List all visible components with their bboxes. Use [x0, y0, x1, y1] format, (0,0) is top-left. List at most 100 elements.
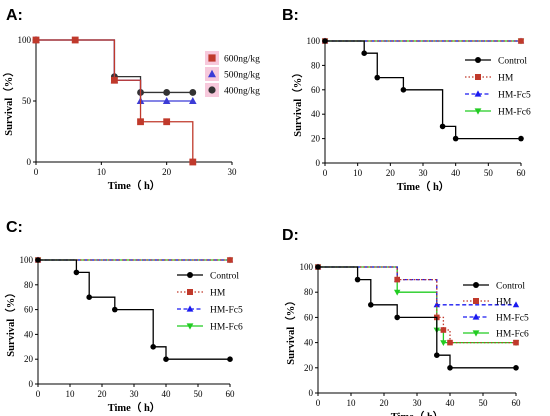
x-tick-label: 50: [479, 398, 489, 408]
y-tick-label: 0: [29, 379, 34, 389]
x-tick-label: 60: [517, 168, 527, 178]
legend-item: HM-Fc6: [463, 330, 529, 340]
x-tick-label: 40: [162, 389, 172, 399]
series-line: [325, 40, 521, 140]
data-point: [71, 36, 79, 44]
data-point: [315, 264, 321, 270]
legend-label: HM-Fc6: [498, 108, 531, 118]
legend-marker: [472, 330, 480, 337]
y-tick-label: 0: [316, 158, 321, 168]
legend: Control HM HM-Fc5 HM-Fc6: [177, 272, 243, 333]
x-tick-label: 60: [226, 389, 236, 399]
panel-label: D:: [282, 227, 299, 244]
x-tick-label: 20: [162, 167, 172, 177]
legend-item: HM-Fc5: [463, 313, 529, 324]
x-tick-label: 30: [419, 168, 429, 178]
legend-item: HM: [463, 298, 512, 308]
data-point: [518, 135, 524, 142]
data-point: [227, 356, 233, 363]
legend-label: 600ng/kg: [224, 55, 260, 65]
data-point: [162, 97, 171, 104]
panel-label: A:: [6, 7, 23, 24]
data-point: [513, 339, 519, 346]
panel-label: C:: [6, 219, 23, 236]
x-tick-label: 0: [323, 168, 328, 178]
y-tick-label: 20: [304, 363, 314, 373]
legend-marker: [187, 289, 193, 295]
y-tick-label: 100: [300, 262, 314, 272]
series-line: [318, 266, 516, 344]
legend-marker: [186, 323, 194, 330]
x-tick-label: 0: [34, 167, 39, 177]
series-600ng-kg: [32, 36, 197, 166]
panel-label: B:: [282, 7, 299, 24]
data-point: [322, 38, 328, 44]
data-point: [163, 89, 171, 96]
panel-1: A: 0 10 20 30 0 50 100 Time（ h） Survival（%） 600ng/…: [2, 7, 260, 192]
data-point: [518, 38, 524, 44]
legend-item: HM-Fc6: [177, 323, 243, 333]
data-point: [452, 135, 459, 142]
x-tick-label: 50: [484, 168, 494, 178]
legend-item: HM-Fc6: [465, 108, 531, 118]
series-control: [35, 257, 233, 363]
legend-marker: [208, 54, 216, 62]
series-control: [322, 38, 524, 142]
x-tick-label: 10: [347, 398, 357, 408]
legend: 600ng/kg 500ng/kg 400ng/kg: [205, 51, 260, 97]
legend-item: Control: [463, 282, 525, 292]
data-point: [361, 50, 368, 56]
y-tick-label: 100: [307, 36, 321, 46]
series-control: [315, 264, 519, 371]
data-point: [150, 344, 156, 350]
legend-label: HM-Fc5: [498, 91, 531, 101]
data-point: [368, 302, 374, 308]
legend-item: HM: [465, 74, 514, 84]
x-tick-label: 20: [386, 168, 396, 178]
legend-label: HM-Fc6: [496, 330, 529, 340]
x-tick-label: 10: [97, 167, 107, 177]
legend-label: HM-Fc5: [496, 314, 529, 324]
legend: Control HM HM-Fc5 HM-Fc6: [465, 57, 531, 118]
data-point: [35, 257, 41, 263]
legend-label: HM-Fc5: [210, 306, 243, 316]
y-tick-label: 0: [27, 157, 32, 167]
x-tick-label: 0: [316, 398, 321, 408]
data-point: [354, 276, 361, 283]
data-point: [86, 294, 92, 301]
x-tick-label: 0: [36, 389, 41, 399]
legend-marker: [474, 108, 482, 115]
panel-4: D: 0 10 20 30 40 50 60 0 20 40 60 80 100 Time（ h） Survi…: [282, 227, 529, 416]
legend-item: Control: [177, 272, 239, 282]
data-point: [189, 158, 197, 166]
legend-marker: [475, 57, 481, 63]
legend-marker: [473, 282, 479, 288]
x-axis-title: Time（ h）: [108, 179, 161, 192]
data-point: [513, 365, 519, 371]
legend-marker: [474, 90, 482, 97]
data-point: [73, 269, 80, 276]
y-tick-label: 60: [304, 312, 314, 322]
series-line: [318, 266, 516, 344]
panel-3: C: 0 10 20 30 40 50 60 0 20 40 60 80 100 Time（ h） Survi…: [4, 219, 243, 414]
legend-label: HM-Fc6: [210, 323, 243, 333]
y-tick-label: 80: [311, 60, 321, 70]
x-tick-label: 40: [451, 168, 461, 178]
data-point: [394, 314, 401, 321]
x-tick-label: 30: [228, 167, 238, 177]
y-tick-label: 80: [304, 287, 314, 297]
data-point: [189, 89, 197, 96]
legend-label: HM: [210, 289, 226, 299]
x-tick-label: 10: [353, 168, 363, 178]
y-tick-label: 0: [309, 388, 314, 398]
data-point: [439, 123, 446, 130]
y-tick-label: 100: [20, 255, 34, 265]
legend-marker: [208, 69, 216, 78]
legend-label: HM: [496, 298, 512, 308]
data-point: [163, 118, 171, 126]
x-tick-label: 30: [413, 398, 423, 408]
legend-marker: [475, 74, 481, 80]
data-point: [440, 340, 447, 346]
legend-item: HM: [177, 289, 226, 299]
x-axis-title: Time（ h）: [108, 401, 161, 414]
